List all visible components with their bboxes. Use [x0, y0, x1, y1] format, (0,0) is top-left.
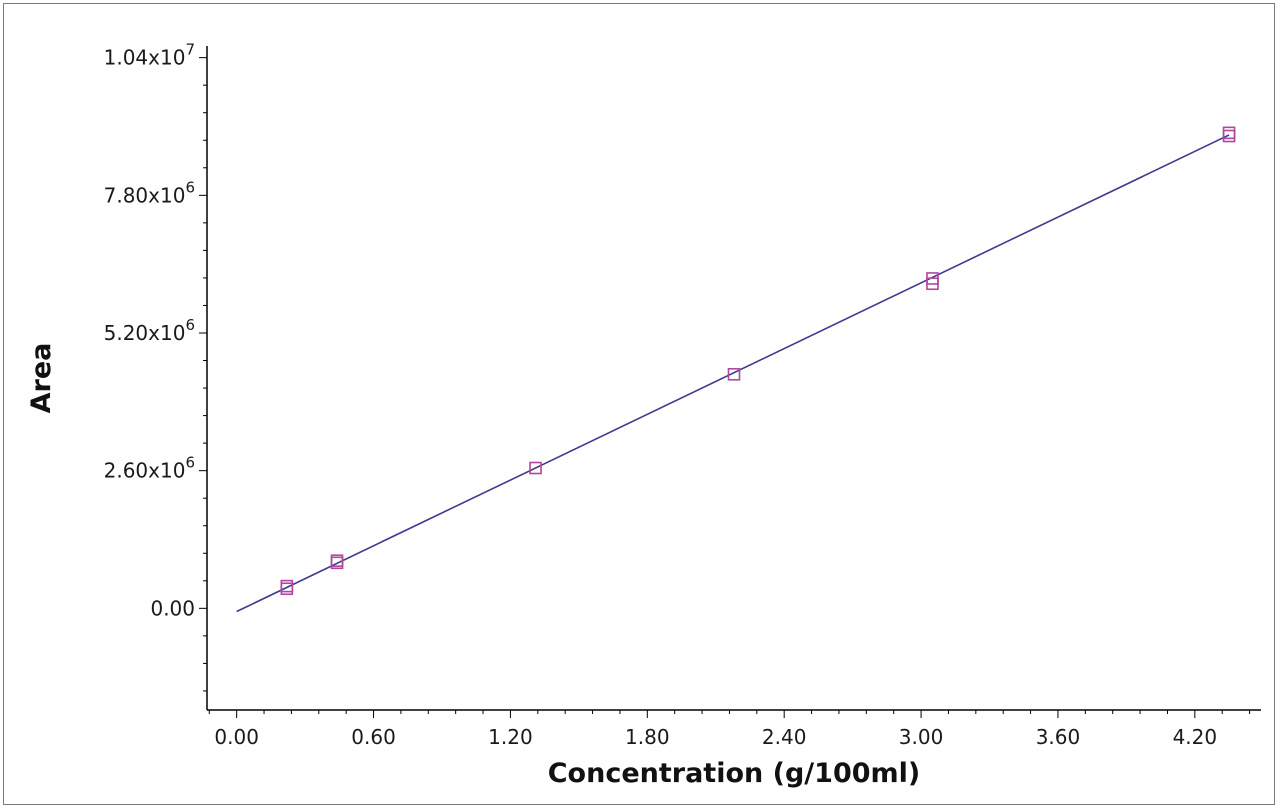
fit-line-group	[236, 134, 1230, 613]
y-tick-label: 7.80x106	[104, 178, 195, 207]
data-point	[280, 582, 294, 596]
data-point	[1222, 129, 1236, 143]
fit-line	[236, 134, 1230, 613]
data-point	[727, 367, 741, 381]
x-tick-label: 2.40	[762, 725, 807, 749]
x-tick-label: 3.00	[899, 725, 944, 749]
y-tick-label: 5.20x106	[104, 316, 195, 345]
x-tick-label: 1.20	[488, 725, 533, 749]
x-tick-label: 1.80	[625, 725, 670, 749]
data-points	[280, 126, 1236, 596]
y-tick-label: 1.04x107	[104, 41, 195, 70]
x-tick-label: 0.60	[351, 725, 396, 749]
y-axis-ticks: 0.00 2.60x106 5.20x106 7.80x106 1.04x107	[104, 41, 207, 692]
data-point	[529, 461, 542, 475]
chart-frame: 0.00 2.60x106 5.20x106 7.80x106 1.04x107 0.0…	[3, 3, 1275, 805]
y-tick-label: 0.00	[150, 596, 195, 620]
x-axis-ticks: 0.00 0.60 1.20 1.80 2.40 3.00 3.60 4.20	[208, 710, 1251, 749]
data-point	[330, 556, 344, 570]
data-point	[926, 277, 939, 291]
calibration-chart: 0.00 2.60x106 5.20x106 7.80x106 1.04x107 0.0…	[26, 41, 1261, 789]
x-axis-title: Concentration (g/100ml)	[548, 758, 921, 789]
x-tick-label: 4.20	[1173, 725, 1218, 749]
x-tick-label: 3.60	[1036, 725, 1081, 749]
x-tick-label: 0.00	[214, 725, 259, 749]
y-axis-title: Area	[26, 343, 57, 414]
y-tick-label: 2.60x106	[104, 454, 195, 483]
